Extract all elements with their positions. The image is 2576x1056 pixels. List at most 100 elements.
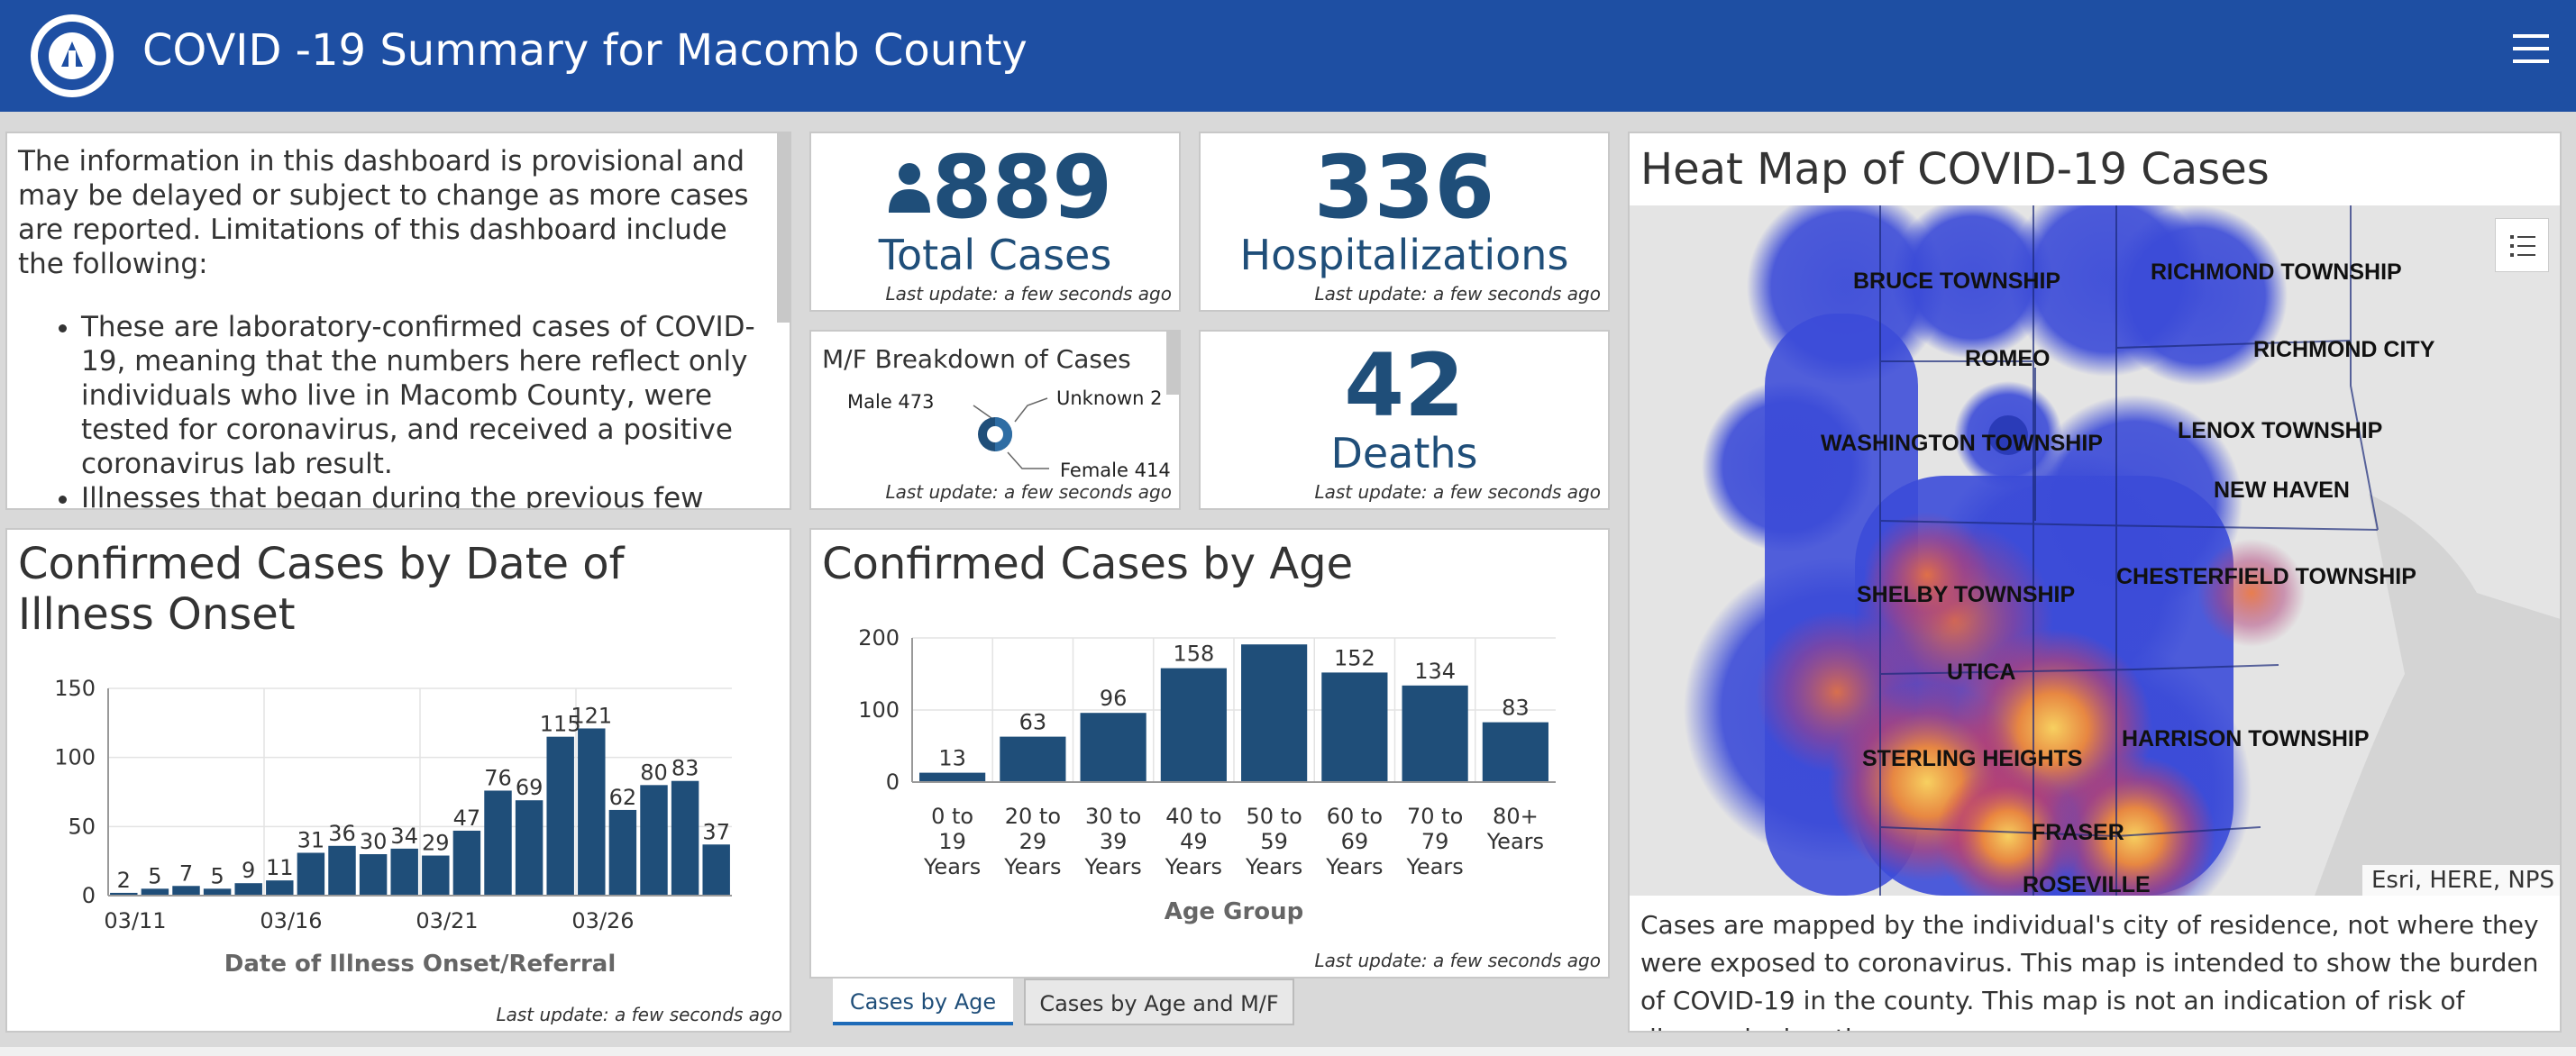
- onset-data-label: 30: [360, 829, 388, 854]
- onset-data-label: 2: [117, 868, 131, 893]
- deaths-value: 42: [1344, 335, 1465, 436]
- age-bar: [1482, 722, 1548, 782]
- age-chart-card: Confirmed Cases by Age 0 100 200 13 0 to 19 Ye…: [809, 528, 1610, 979]
- last-update: Last update: a few seconds ago: [496, 1004, 782, 1025]
- info-panel: The information in this dashboard is pro…: [5, 132, 791, 510]
- age-data-label: 83: [1502, 696, 1530, 721]
- onset-data-label: 31: [297, 827, 325, 852]
- onset-data-label: 36: [328, 821, 356, 846]
- onset-x-tick-label: 03/21: [416, 908, 478, 933]
- mf-breakdown-card: M/F Breakdown of Cases Male 473 Unknown …: [809, 330, 1181, 510]
- map-label-romeo: ROMEO: [1965, 346, 2051, 371]
- legend-list-icon[interactable]: [2495, 218, 2549, 272]
- onset-y-tick-label: 50: [68, 814, 96, 839]
- age-x-axis-label: Age Group: [1165, 898, 1304, 925]
- info-bullet: These are laboratory-confirmed cases of …: [81, 310, 770, 481]
- map-label-washington-township: WASHINGTON TOWNSHIP: [1821, 431, 2103, 456]
- age-y-tick-label: 200: [858, 625, 900, 651]
- onset-data-label: 11: [266, 855, 294, 880]
- total-cases-card: 889 Total Cases Last update: a few secon…: [809, 132, 1181, 312]
- map-label-roseville: ROSEVILLE: [2023, 872, 2151, 896]
- onset-bar: [110, 892, 138, 896]
- heat-map[interactable]: BRUCE TOWNSHIP RICHMOND TOWNSHIP ROMEO R…: [1630, 205, 2560, 896]
- onset-chart-card: Confirmed Cases by Date of Illness Onset…: [5, 528, 791, 1033]
- onset-data-label: 115: [540, 712, 581, 737]
- map-title: Heat Map of COVID-19 Cases: [1640, 144, 2270, 195]
- total-cases-value: 889: [931, 137, 1113, 238]
- map-label-chesterfield-township: CHESTERFIELD TOWNSHIP: [2116, 564, 2416, 589]
- township-boundaries: [1879, 205, 2379, 896]
- age-x-tick-label: 20 to 29 Years: [1003, 804, 1061, 879]
- onset-bar: [640, 785, 668, 896]
- hospitalizations-value: 336: [1313, 137, 1495, 238]
- onset-x-tick-label: 03/26: [571, 908, 634, 933]
- age-data-label: 63: [1019, 710, 1047, 735]
- age-chart-title: Confirmed Cases by Age: [822, 539, 1354, 589]
- map-label-new-haven: NEW HAVEN: [2214, 478, 2350, 503]
- heat-blobs: [1684, 205, 2306, 896]
- last-update: Last update: a few seconds ago: [1314, 950, 1601, 971]
- last-update: Last update: a few seconds ago: [1314, 481, 1601, 503]
- tab-cases-by-age-mf[interactable]: Cases by Age and M/F: [1024, 979, 1294, 1025]
- age-bar: [1241, 644, 1308, 782]
- person-icon: [889, 163, 930, 213]
- age-x-tick-label: 40 to 49 Years: [1165, 804, 1222, 879]
- tab-cases-by-age[interactable]: Cases by Age: [833, 979, 1013, 1025]
- map-label-utica: UTICA: [1947, 660, 2016, 685]
- onset-bar: [359, 854, 388, 896]
- onset-x-tick-label: 03/16: [260, 908, 322, 933]
- onset-bar: [546, 736, 574, 896]
- heat-map-card: Heat Map of COVID-19 Cases: [1628, 132, 2562, 1033]
- mf-scrollbar[interactable]: [1166, 332, 1179, 395]
- next-row-edge: [0, 1047, 2576, 1056]
- age-x-tick-label: 80+ Years: [1486, 804, 1544, 854]
- onset-bar: [172, 886, 200, 896]
- age-bar: [1321, 672, 1388, 782]
- age-x-tick-label: 60 to 69 Years: [1325, 804, 1383, 879]
- last-update: Last update: a few seconds ago: [885, 283, 1172, 305]
- onset-bar: [328, 845, 356, 896]
- onset-data-label: 37: [702, 819, 730, 844]
- onset-y-tick-label: 150: [54, 676, 96, 701]
- info-bullet: Illnesses that began during the previous…: [81, 481, 770, 508]
- onset-data-label: 5: [210, 863, 224, 888]
- unknown-leader-line: [1014, 397, 1048, 423]
- age-x-tick-label: 30 to 39 Years: [1083, 804, 1141, 879]
- mf-unknown-label: Unknown 2: [1056, 387, 1163, 409]
- onset-data-label: 7: [179, 860, 193, 886]
- onset-bar: [266, 880, 294, 896]
- age-data-label: 13: [938, 746, 966, 771]
- map-description: Cases are mapped by the individual's cit…: [1640, 910, 2539, 1031]
- map-label-harrison-township: HARRISON TOWNSHIP: [2122, 726, 2370, 751]
- onset-bar: [390, 848, 418, 896]
- mf-female-label: Female 414: [1060, 460, 1171, 481]
- onset-data-label: 69: [516, 775, 544, 800]
- age-bar: [1000, 736, 1066, 782]
- hospitalizations-label: Hospitalizations: [1239, 231, 1569, 279]
- age-y-tick-label: 100: [858, 697, 900, 723]
- mf-donut-chart: [973, 397, 1049, 469]
- onset-data-label: 121: [571, 703, 612, 728]
- onset-data-label: 62: [609, 785, 637, 810]
- mf-male-label: Male 473: [847, 391, 935, 413]
- deaths-card: 42 Deaths Last update: a few seconds ago: [1199, 330, 1610, 510]
- donut-female-slice[interactable]: [995, 417, 1012, 451]
- age-x-tick-label: 0 to 19 Years: [923, 804, 981, 879]
- onset-data-label: 47: [453, 806, 481, 831]
- map-label-richmond-city: RICHMOND CITY: [2253, 337, 2435, 362]
- total-cases-label: Total Cases: [878, 231, 1112, 279]
- hospitalizations-card: 336 Hospitalizations Last update: a few …: [1199, 132, 1610, 312]
- onset-bar: [671, 780, 699, 896]
- onset-x-tick-label: 03/11: [104, 908, 166, 933]
- county-seal-logo: [31, 14, 114, 97]
- map-attribution[interactable]: Esri, HERE, NPS: [2361, 865, 2560, 896]
- age-data-label: 152: [1334, 645, 1375, 670]
- map-label-bruce-township: BRUCE TOWNSHIP: [1853, 269, 2061, 294]
- last-update: Last update: a few seconds ago: [1314, 283, 1601, 305]
- onset-data-label: 5: [148, 863, 161, 888]
- age-x-tick-label: 50 to 59 Years: [1245, 804, 1302, 879]
- onset-y-tick-label: 100: [54, 745, 96, 770]
- hamburger-icon[interactable]: [2513, 34, 2549, 70]
- info-scrollbar[interactable]: [777, 133, 790, 323]
- onset-data-label: 76: [484, 765, 512, 790]
